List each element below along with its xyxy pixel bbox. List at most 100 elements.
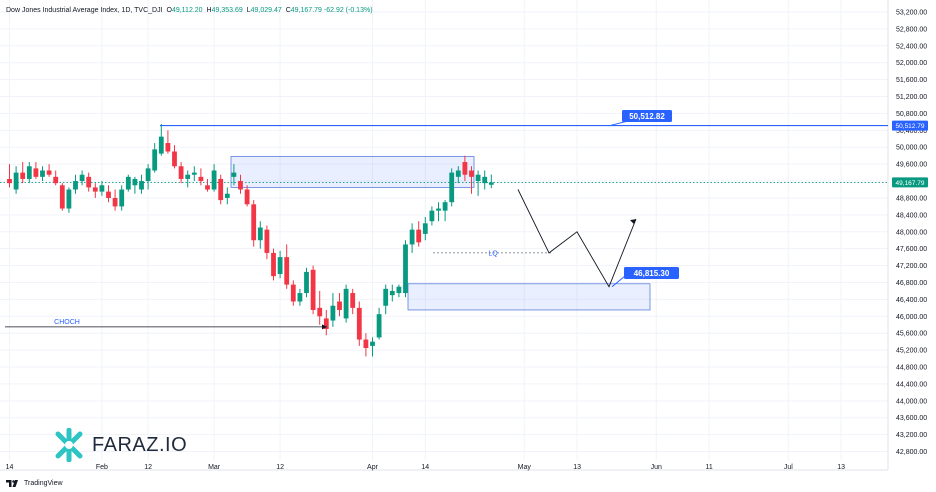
candle-body bbox=[119, 189, 125, 207]
grid bbox=[0, 0, 888, 460]
y-tick-label: 48,800.00 bbox=[896, 195, 927, 202]
candle-body bbox=[356, 307, 362, 340]
candle-body bbox=[455, 170, 461, 177]
candle-body bbox=[416, 229, 422, 243]
candle-body bbox=[277, 257, 283, 275]
candle-body bbox=[257, 227, 263, 241]
candle-body bbox=[79, 174, 85, 182]
resistance-callout: 50,512.82 bbox=[609, 110, 672, 127]
candle-body bbox=[376, 314, 382, 338]
projection-path bbox=[517, 189, 637, 288]
y-tick-label: 45,600.00 bbox=[896, 331, 927, 338]
footer-brand: TradingView bbox=[24, 480, 63, 487]
candle-body bbox=[370, 341, 375, 346]
y-tick-label: 51,600.00 bbox=[896, 77, 927, 84]
candle-body bbox=[158, 136, 164, 154]
choch-arrow-icon bbox=[322, 324, 327, 330]
resistance-label: 50,512.82 bbox=[629, 112, 665, 121]
high-label: H bbox=[206, 7, 212, 14]
candle-body bbox=[66, 189, 72, 209]
candle-body bbox=[363, 339, 369, 348]
candle-body bbox=[53, 176, 59, 184]
candles bbox=[7, 124, 494, 357]
lq-label: LQ bbox=[488, 250, 498, 257]
y-tick-label: 52,400.00 bbox=[896, 43, 927, 50]
candle-body bbox=[337, 301, 342, 310]
candle-body bbox=[403, 244, 408, 294]
candle-body bbox=[449, 172, 455, 203]
candle-body bbox=[317, 307, 323, 317]
candle-body bbox=[7, 178, 12, 184]
x-tick-label: Jul bbox=[784, 464, 793, 471]
candle-body bbox=[26, 166, 32, 179]
resistance-tag: 50,512.79 bbox=[896, 123, 925, 130]
candle-body bbox=[205, 185, 210, 190]
candle-body bbox=[191, 172, 197, 175]
chart-header: Dow Jones Industrial Average Index, 1D, … bbox=[6, 7, 373, 14]
y-tick-label: 48,000.00 bbox=[896, 229, 927, 236]
projection-arrow-icon bbox=[630, 219, 636, 225]
demand-label: 46,815.30 bbox=[634, 269, 670, 278]
y-tick-label: 44,000.00 bbox=[896, 398, 927, 405]
candle-body bbox=[99, 185, 105, 192]
y-tick-label: 51,200.00 bbox=[896, 94, 927, 101]
candle-body bbox=[350, 293, 356, 308]
candle-body bbox=[185, 174, 191, 179]
x-tick-label: 12 bbox=[144, 464, 152, 471]
y-tick-label: 45,200.00 bbox=[896, 348, 927, 355]
candle-body bbox=[251, 204, 257, 241]
x-tick-label: May bbox=[518, 464, 532, 471]
candle-body bbox=[284, 257, 290, 285]
candle-body bbox=[165, 143, 171, 152]
demand-callout: 46,815.30 bbox=[611, 267, 679, 288]
y-tick-label: 46,400.00 bbox=[896, 297, 927, 304]
candle-body bbox=[264, 229, 270, 253]
symbol-title: Dow Jones Industrial Average Index, 1D, … bbox=[6, 7, 163, 14]
candle-body bbox=[13, 172, 19, 190]
candle-body bbox=[330, 305, 336, 321]
candle-body bbox=[271, 252, 276, 277]
x-tick-label: Feb bbox=[96, 464, 108, 471]
close-label: C bbox=[285, 7, 291, 14]
candle-body bbox=[40, 170, 45, 177]
candle-body bbox=[132, 178, 138, 186]
x-tick-label: 11 bbox=[705, 464, 712, 471]
candle-body bbox=[198, 176, 204, 182]
candle-body bbox=[396, 286, 402, 294]
y-tick-label: 52,000.00 bbox=[896, 60, 927, 67]
candle-body bbox=[112, 197, 118, 207]
tradingview-logo-icon bbox=[6, 480, 18, 487]
candle-body bbox=[244, 189, 250, 205]
y-tick-label: 46,000.00 bbox=[896, 314, 927, 321]
y-tick-label: 50,800.00 bbox=[896, 111, 927, 118]
x-tick-label: 14 bbox=[421, 464, 429, 471]
y-tick-label: 48,400.00 bbox=[896, 212, 927, 219]
x-tick-label: 13 bbox=[837, 464, 845, 471]
candle-body bbox=[409, 229, 415, 245]
candle-body bbox=[429, 210, 435, 222]
choch-label: CHOCH bbox=[54, 319, 80, 326]
candle-body bbox=[475, 174, 481, 182]
candle-body bbox=[211, 170, 217, 190]
footer: TradingView bbox=[6, 480, 63, 487]
candle-body bbox=[436, 208, 441, 211]
candle-body bbox=[218, 178, 224, 201]
candle-body bbox=[389, 290, 395, 296]
candle-body bbox=[92, 187, 98, 192]
candle-body bbox=[304, 271, 309, 294]
x-tick-label: 12 bbox=[276, 464, 284, 471]
candle-body bbox=[224, 193, 230, 198]
current-price-tag: 49,167.79 bbox=[896, 180, 925, 187]
y-tick-label: 47,200.00 bbox=[896, 263, 927, 270]
candle-body bbox=[383, 288, 389, 306]
candle-body bbox=[125, 176, 131, 190]
candle-body bbox=[178, 166, 184, 179]
candle-body bbox=[152, 149, 158, 171]
candle-body bbox=[310, 269, 316, 310]
faraz-watermark: FARAZ.IO bbox=[52, 428, 187, 462]
resistance-label-box bbox=[622, 110, 672, 122]
candle-body bbox=[231, 172, 237, 177]
y-tick-label: 50,400.00 bbox=[896, 128, 927, 135]
faraz-logo-icon bbox=[55, 428, 83, 462]
